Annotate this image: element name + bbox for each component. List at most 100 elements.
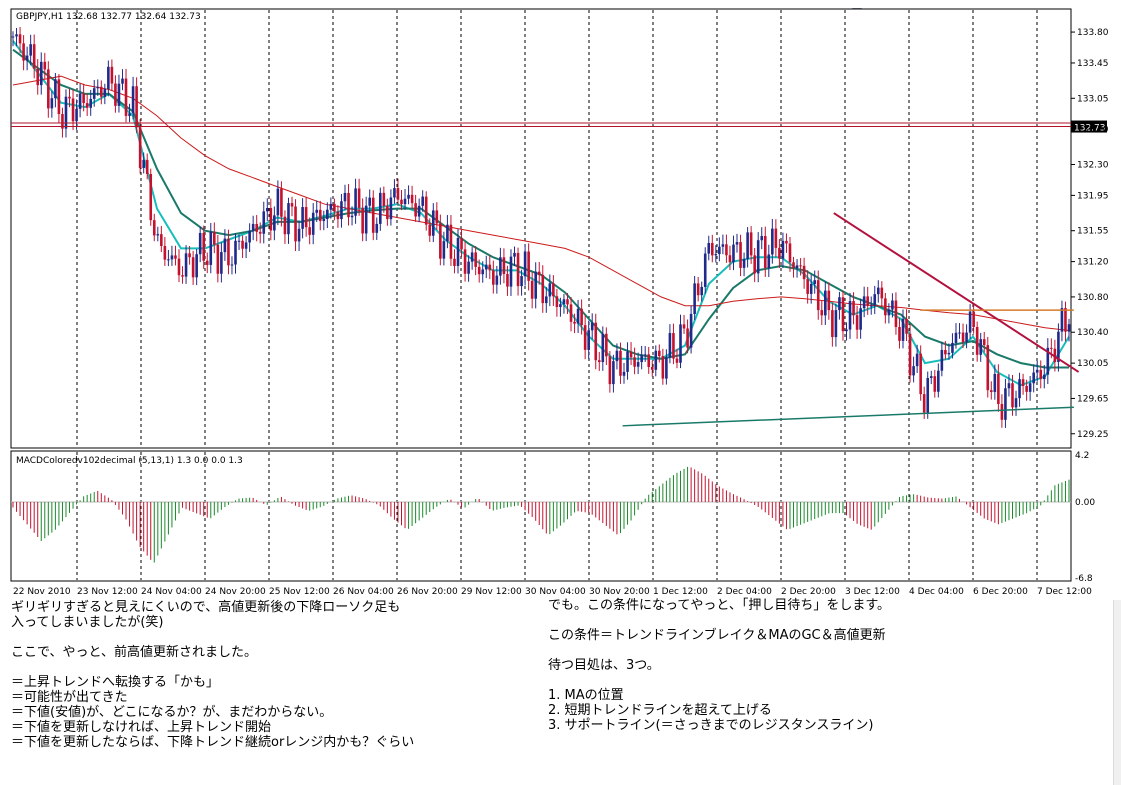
candle-body [732,244,735,263]
x-tick-label: 4 Dec 04:00 [909,587,964,597]
candle-body [834,310,838,338]
candle-body [587,330,590,350]
candle-body [1007,383,1011,389]
candle-body [721,244,725,247]
candle-body [622,371,626,376]
candle-body [979,339,983,355]
candle-body [908,333,912,376]
candle-body [237,240,241,242]
candle-body [509,256,513,287]
y-tick-label: 129.25 [1077,430,1109,440]
candle-body [580,308,583,326]
candle-body [502,257,506,275]
candle-body [658,350,661,357]
candle-body [145,159,149,174]
macd-panel [10,450,1072,582]
candle-body [788,243,792,263]
scrollbar[interactable] [1113,600,1121,785]
candle-body [933,376,937,392]
x-tick-label: 25 Nov 12:00 [269,587,330,597]
candle-body [283,216,287,235]
candle-body [333,203,336,212]
candle-body [682,324,686,329]
candle-body [689,313,693,348]
candle-body [470,252,474,262]
time-axis: 22 Nov 2010 23 Nov 12:00 24 Nov 04:00 24 No… [13,587,1092,597]
macd-label: MACDColoredv102decimal (5,13,1) 1.3 0.0 … [16,456,243,466]
candle-body [940,349,944,371]
candle-body [954,332,958,343]
candle-body [251,223,255,231]
candle-body [375,223,379,233]
candle-body [725,244,728,256]
candle-body [668,333,672,358]
chart-canvas: 132.73 133.80 133.45 133.05 132.70 132.30 131… [10,8,1109,597]
candle-body [188,253,191,258]
candle-body [107,66,110,90]
candle-body [841,297,845,332]
candle-body [937,370,940,392]
candle-body [382,192,386,207]
candle-body [68,96,71,99]
candle-body [912,366,915,376]
candle-body [590,322,594,331]
candle-body [1046,347,1050,375]
candle-body [439,223,442,259]
y-tick-label: 131.55 [1077,227,1109,237]
candle-body [647,354,651,368]
candle-body [728,255,732,263]
candle-body [379,192,382,224]
candle-body [47,69,50,109]
candle-body [958,332,961,334]
candle-body [290,203,294,207]
candle-body [905,318,908,334]
x-tick-label: 24 Nov 20:00 [205,587,266,597]
candle-body [421,196,424,206]
candle-body [569,304,573,322]
candle-body [170,255,174,260]
candle-body [389,197,393,220]
candle-body [311,212,315,235]
x-tick-label: 3 Dec 12:00 [845,587,900,597]
candle-body [474,252,477,267]
candle-body [202,232,206,261]
candle-body [605,333,608,357]
downtrend-line [833,212,1080,373]
ma-line [12,40,1070,387]
candle-body [36,68,40,86]
macd-tick-label: 4.2 [1075,451,1089,461]
candle-body [273,215,276,231]
candle-body [820,310,824,316]
candle-body [619,350,622,376]
candle-body [393,188,396,198]
candle-body [990,390,993,393]
candle-body [57,79,61,115]
candle-body [329,203,333,210]
candle-body [484,264,488,270]
candle-body [492,270,495,285]
candle-body [951,342,954,353]
x-tick-label: 26 Nov 04:00 [333,587,394,597]
candle-body [195,254,198,278]
candle-body [417,205,421,217]
candle-body [39,61,43,86]
candle-body [523,251,527,277]
candle-body [322,219,326,222]
candle-body [354,188,357,216]
candle-body [177,258,181,276]
price-marker [1071,120,1107,133]
candle-body [816,280,820,311]
candle-body [276,188,280,216]
candle-body [29,44,32,56]
candle-body [54,79,57,99]
candle-body [1064,308,1067,332]
candle-body [968,311,972,333]
candle-body [785,240,788,244]
y-tick-label: 131.95 [1077,191,1109,201]
candle-body [1018,379,1021,399]
candle-body [654,350,658,370]
candle-body [410,194,414,204]
candle-body [230,264,234,266]
candle-body [488,264,492,271]
x-tick-label: 30 Nov 20:00 [589,587,650,597]
